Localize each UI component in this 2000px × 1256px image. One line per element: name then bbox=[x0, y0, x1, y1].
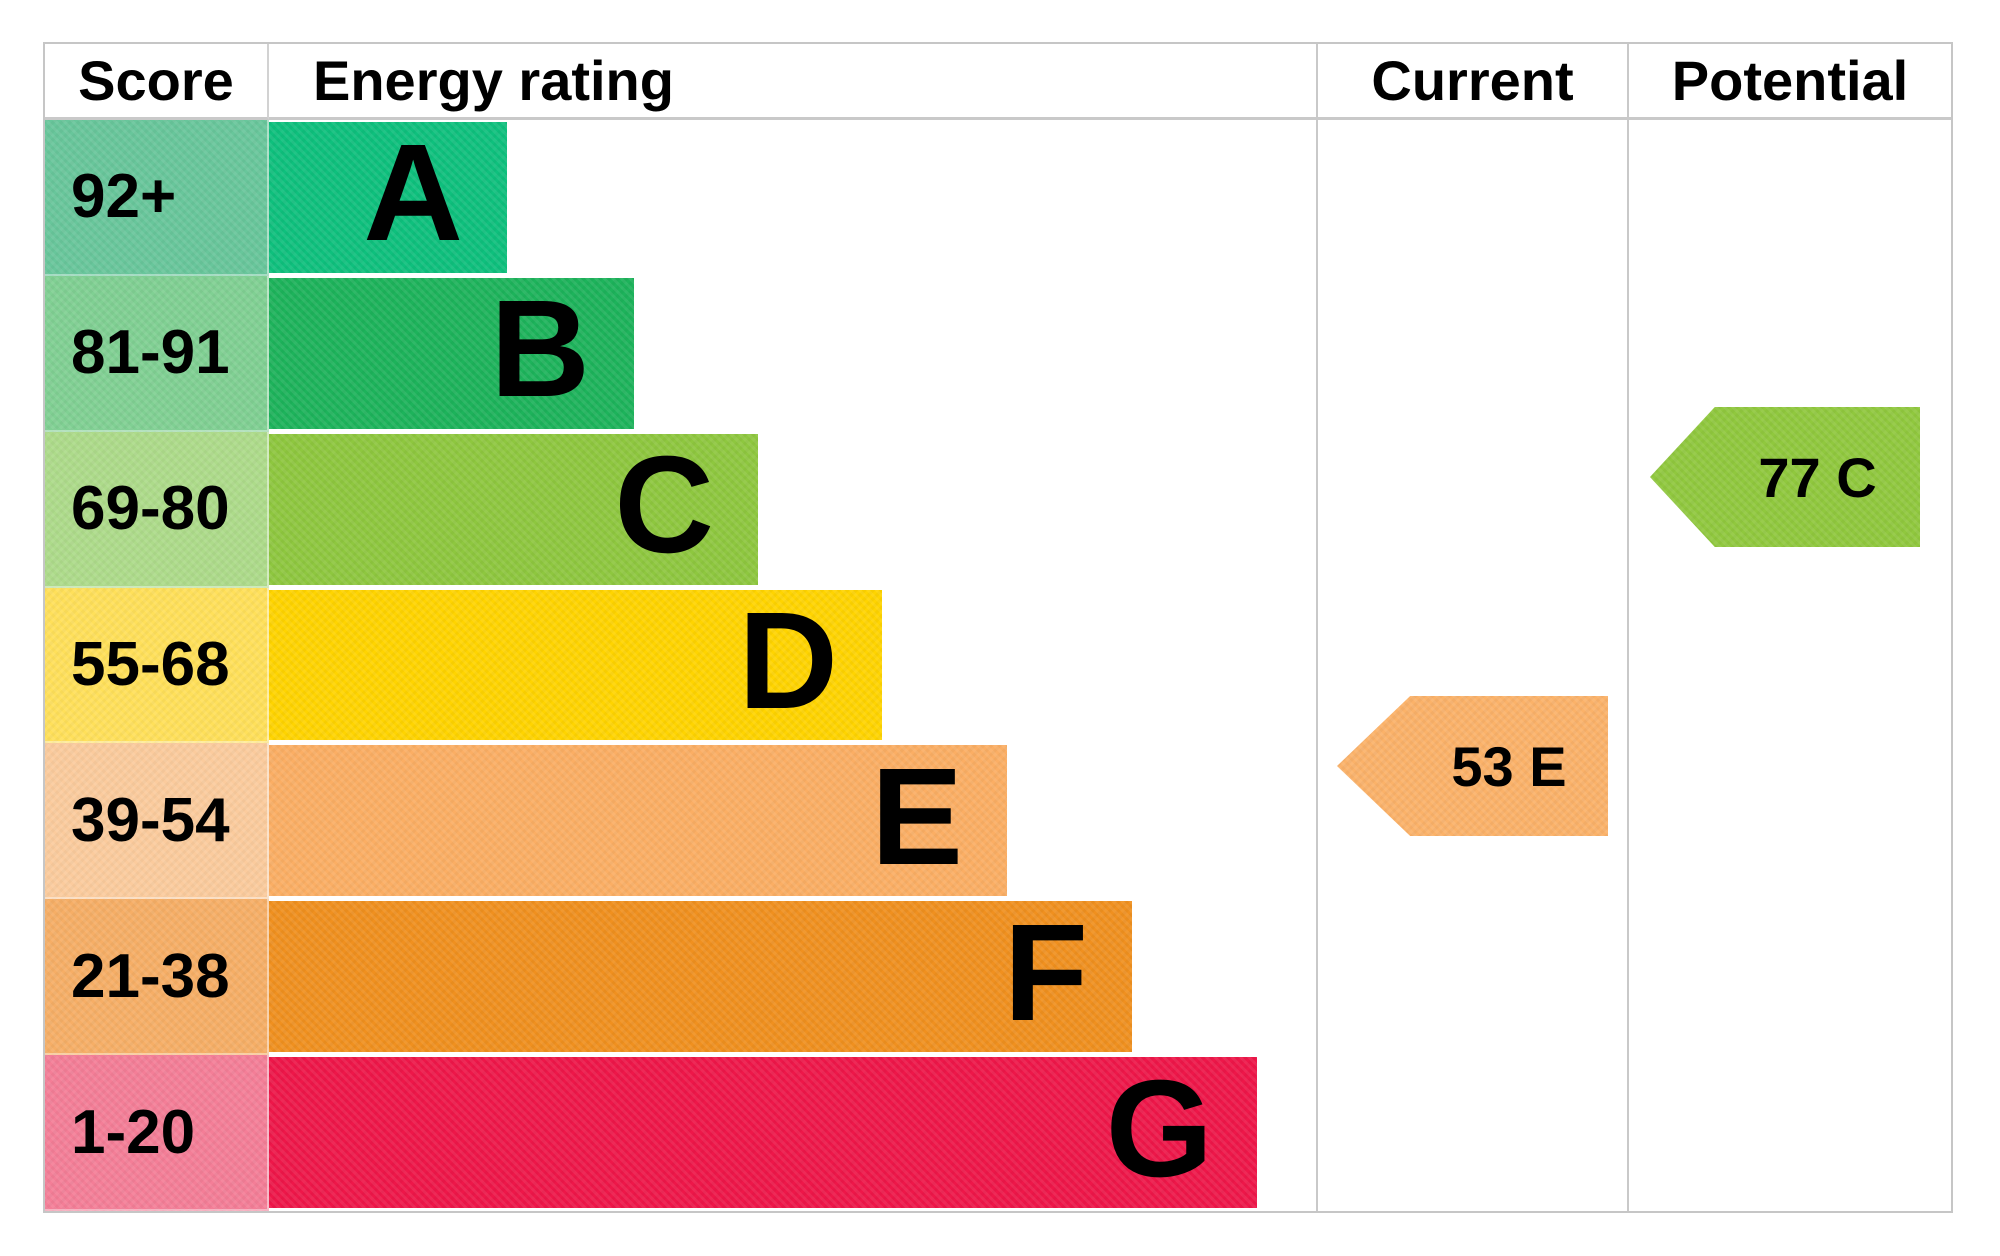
rating-letter: G bbox=[1105, 1051, 1213, 1206]
potential-column bbox=[1627, 120, 1951, 1211]
current-column bbox=[1316, 120, 1627, 1211]
current-rating-arrow: 53 E bbox=[1337, 696, 1608, 836]
rating-bar-cell: A bbox=[269, 120, 1316, 276]
score-range-cell: 92+ bbox=[45, 120, 269, 276]
rating-bar: B bbox=[269, 272, 634, 429]
header-potential: Potential bbox=[1627, 44, 1951, 120]
rating-letter: F bbox=[1003, 895, 1088, 1050]
rating-bar: D bbox=[269, 583, 882, 741]
epc-rating-table: Score Energy rating Current Potential 92… bbox=[43, 42, 1953, 1213]
rating-bar-cell: G bbox=[269, 1055, 1316, 1211]
rating-bar: G bbox=[269, 1057, 1257, 1208]
score-range-cell: 21-38 bbox=[45, 899, 269, 1056]
score-range-cell: 1-20 bbox=[45, 1055, 269, 1211]
rating-bar-cell: D bbox=[269, 588, 1316, 744]
rating-bar: F bbox=[269, 895, 1132, 1053]
header-score: Score bbox=[45, 44, 269, 120]
current-rating-label: 53 E bbox=[1451, 734, 1567, 798]
rating-bar-cell: C bbox=[269, 432, 1316, 588]
score-range-cell: 39-54 bbox=[45, 743, 269, 900]
rating-bar: A bbox=[269, 122, 507, 273]
rating-bar-cell: E bbox=[269, 743, 1316, 899]
rating-bar: C bbox=[269, 428, 758, 585]
rating-letter: E bbox=[870, 739, 963, 894]
score-range-cell: 81-91 bbox=[45, 275, 269, 432]
rating-bar-cell: F bbox=[269, 899, 1316, 1055]
header-current: Current bbox=[1316, 44, 1627, 120]
score-range-cell: 69-80 bbox=[45, 431, 269, 588]
potential-rating-arrow: 77 C bbox=[1650, 407, 1920, 547]
rating-bar-cell: B bbox=[269, 276, 1316, 432]
rating-letter: C bbox=[614, 428, 714, 583]
rating-letter: B bbox=[490, 272, 590, 427]
rating-letter: D bbox=[738, 583, 838, 738]
potential-rating-label: 77 C bbox=[1758, 445, 1877, 509]
rating-bar: E bbox=[269, 739, 1007, 897]
score-range-cell: 55-68 bbox=[45, 587, 269, 744]
rating-letter: A bbox=[363, 116, 463, 271]
header-energy-rating: Energy rating bbox=[269, 44, 1316, 120]
